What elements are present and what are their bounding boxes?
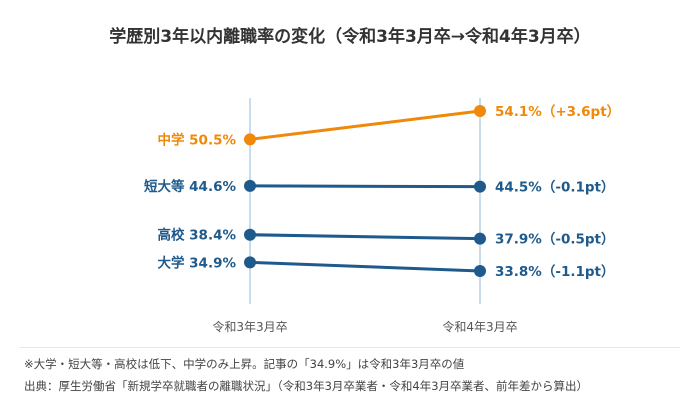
data-point-高校-1: [244, 228, 256, 241]
data-point-短大等-2: [474, 180, 486, 193]
data-point-中学-2: [474, 105, 486, 117]
series-line-中学: [249, 109, 481, 141]
start-label-大学: 大学 34.9%: [157, 254, 236, 271]
series-line-短大等: [249, 184, 481, 189]
data-point-短大等-1: [244, 179, 256, 192]
data-point-中学-1: [244, 133, 256, 146]
data-point-高校-2: [474, 232, 486, 245]
series-line-大学: [249, 260, 481, 273]
start-label-中学: 中学 50.5%: [157, 131, 236, 148]
data-point-大学-1: [244, 256, 256, 269]
divider: [20, 347, 680, 348]
data-point-大学-2: [474, 265, 486, 277]
start-label-短大等: 短大等 44.6%: [144, 178, 237, 195]
x-tick-label-2: 令和4年3月卒: [442, 319, 517, 334]
end-label-大学: 33.8%（-1.1pt）: [495, 264, 614, 280]
line-chart: 学歴別3年以内離職率の変化（令和3年3月卒→令和4年3月卒） 中学 50.5% 5…: [109, 26, 620, 334]
chart-title: 学歴別3年以内離職率の変化（令和3年3月卒→令和4年3月卒）: [109, 26, 590, 47]
x-tick-label-1: 令和3年3月卒: [212, 319, 287, 334]
footnote-note: ※大学・短大等・高校は低下、中学のみ上昇。記事の「34.9%」は令和3年3月卒の…: [24, 357, 465, 371]
series-line-高校: [249, 233, 481, 241]
end-label-高校: 37.9%（-0.5pt）: [495, 232, 614, 248]
end-label-中学: 54.1%（+3.6pt）: [495, 104, 620, 120]
footnote-source: 出典：厚生労働省「新規学卒就職者の離職状況」（令和3年3月卒業者・令和4年3月卒…: [24, 379, 589, 393]
start-label-高校: 高校 38.4%: [157, 227, 236, 244]
end-label-短大等: 44.5%（-0.1pt）: [495, 180, 614, 196]
